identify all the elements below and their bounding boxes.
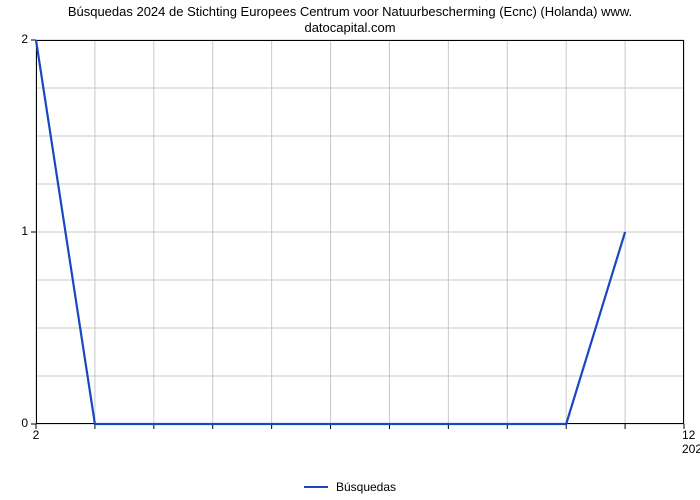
- legend-label: Búsquedas: [336, 480, 396, 494]
- chart-plot: [36, 40, 684, 424]
- x-tick-label-left: 2: [26, 428, 46, 442]
- chart-legend: Búsquedas: [0, 480, 700, 494]
- y-tick-label-2: 2: [12, 32, 28, 46]
- legend-swatch: [304, 486, 328, 488]
- x-right-label-top: 12: [682, 428, 695, 442]
- chart-container: Búsquedas 2024 de Stichting Europees Cen…: [0, 0, 700, 500]
- chart-title-line1: Búsquedas 2024 de Stichting Europees Cen…: [68, 4, 632, 19]
- chart-title-line2: datocapital.com: [304, 20, 395, 35]
- x-right-label-bottom: 202: [682, 442, 700, 456]
- y-tick-label-1: 1: [12, 224, 28, 238]
- chart-title: Búsquedas 2024 de Stichting Europees Cen…: [0, 4, 700, 37]
